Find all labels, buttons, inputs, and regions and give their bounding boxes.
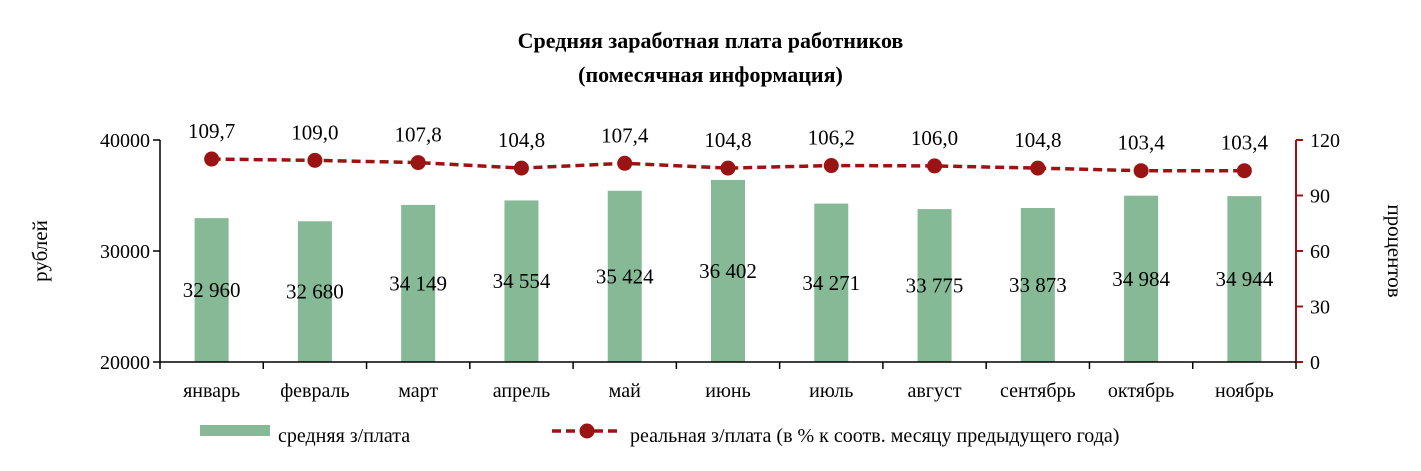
bar-data-label: 32 960 (183, 278, 241, 302)
bar (1124, 195, 1159, 362)
bar (917, 209, 952, 362)
y-right-tick-label: 30 (1310, 297, 1330, 319)
y-left-tick-label: 20000 (100, 352, 150, 374)
bar (194, 218, 229, 362)
line-point (720, 160, 736, 176)
bar-data-label: 35 424 (596, 264, 654, 288)
x-tick-label: ноябрь (1215, 380, 1274, 402)
bar-data-label: 33 775 (906, 274, 964, 298)
x-tick-label: март (398, 380, 438, 402)
line-point (927, 158, 943, 174)
legend-bar-label: средняя з/плата (278, 425, 410, 447)
bar-data-label: 34 554 (493, 269, 551, 293)
x-tick-label: июль (809, 380, 853, 402)
x-tick-label: январь (183, 380, 240, 402)
legend-bar-swatch (200, 425, 270, 436)
legend-line-marker (579, 423, 595, 439)
line-data-label: 109,7 (188, 119, 235, 143)
y-right-tick-label: 0 (1310, 352, 1320, 374)
y-right-axis-label: процентов (1383, 204, 1407, 297)
line-data-label: 107,4 (601, 123, 649, 147)
line-data-label: 109,0 (291, 120, 338, 144)
line-data-label: 104,8 (498, 128, 545, 152)
line-point (1030, 160, 1046, 176)
line-data-label: 104,8 (704, 128, 751, 152)
y-left-tick-label: 40000 (100, 130, 150, 152)
chart-subtitle: (помесячная информация) (578, 62, 843, 87)
x-tick-label: февраль (280, 380, 349, 402)
line-point (617, 155, 633, 171)
line-point (1236, 163, 1252, 179)
y-left-axis-label: рублей (28, 220, 52, 282)
line-point (307, 152, 323, 168)
line-point (1133, 163, 1149, 179)
bar-data-label: 34 271 (802, 271, 860, 295)
line-data-label: 106,2 (808, 126, 855, 150)
line-data-label: 103,4 (1117, 131, 1165, 155)
line-point (204, 151, 220, 167)
y-right-tick-label: 90 (1310, 186, 1330, 208)
bar (504, 200, 539, 362)
y-left-tick-label: 30000 (100, 241, 150, 263)
line-point (513, 160, 529, 176)
bar-data-label: 33 873 (1009, 273, 1067, 297)
y-right-tick-label: 120 (1310, 130, 1340, 152)
bar (607, 190, 642, 362)
x-tick-label: октябрь (1108, 380, 1174, 402)
bar (814, 203, 849, 362)
chart-title: Средняя заработная плата работников (517, 28, 904, 53)
line-data-label: 103,4 (1221, 131, 1269, 155)
x-tick-label: апрель (493, 380, 550, 402)
line-point (823, 158, 839, 174)
line-data-label: 106,0 (911, 126, 958, 150)
bar (401, 204, 436, 362)
x-tick-label: июнь (705, 380, 750, 402)
bar-data-label: 36 402 (699, 259, 757, 283)
x-tick-label: август (907, 380, 961, 402)
line-point (410, 155, 426, 171)
bar (297, 221, 332, 362)
line-data-label: 104,8 (1014, 128, 1061, 152)
line-data-label: 107,8 (395, 123, 442, 147)
x-tick-label: май (609, 380, 641, 402)
y-right-tick-label: 60 (1310, 241, 1330, 263)
x-tick-label: сентябрь (1000, 380, 1076, 402)
legend-line-label: реальная з/плата (в % к соотв. месяцу пр… (630, 425, 1119, 447)
bar-data-label: 34 984 (1112, 267, 1170, 291)
bar-data-label: 32 680 (286, 280, 344, 304)
bar-data-label: 34 944 (1215, 267, 1273, 291)
bar (1227, 196, 1262, 362)
bar (1020, 208, 1055, 362)
line-series (211, 157, 1245, 173)
bar (711, 179, 745, 362)
bar-data-label: 34 149 (389, 271, 447, 295)
